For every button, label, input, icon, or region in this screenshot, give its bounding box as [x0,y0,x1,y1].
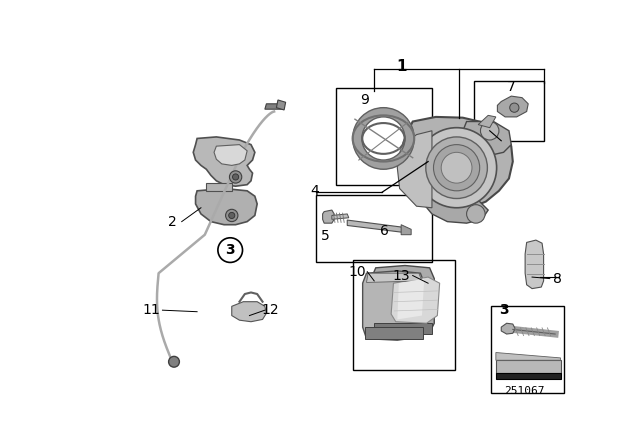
Polygon shape [496,360,561,373]
Polygon shape [206,183,232,191]
Polygon shape [460,121,511,155]
Polygon shape [323,210,334,223]
Circle shape [232,174,239,180]
Polygon shape [196,189,257,225]
Polygon shape [365,327,422,339]
Text: 7: 7 [507,80,516,94]
Bar [474,81,543,141]
Polygon shape [424,195,488,223]
Text: 9: 9 [360,93,369,107]
Circle shape [218,238,243,263]
Circle shape [467,205,485,223]
Circle shape [481,121,499,140]
Text: 1: 1 [396,59,406,74]
Polygon shape [332,214,349,220]
Polygon shape [371,266,435,336]
Polygon shape [265,104,284,109]
Text: 4: 4 [310,184,319,198]
Bar [316,195,432,263]
Polygon shape [497,96,528,117]
Wedge shape [353,108,414,169]
Polygon shape [399,117,513,210]
Text: 10: 10 [348,265,366,279]
Circle shape [441,152,472,183]
Bar [353,260,455,370]
Text: 251067: 251067 [504,386,545,396]
Circle shape [228,212,235,219]
Polygon shape [232,302,266,322]
Circle shape [168,356,179,367]
Polygon shape [276,100,285,110]
Polygon shape [391,277,440,323]
Circle shape [426,137,488,198]
Polygon shape [397,279,424,319]
Polygon shape [401,225,411,235]
Bar [336,88,432,185]
Circle shape [230,171,242,183]
Text: 8: 8 [553,271,562,286]
Text: 2: 2 [168,215,177,228]
Polygon shape [363,271,424,340]
Polygon shape [348,220,403,233]
Polygon shape [193,137,255,186]
Circle shape [417,128,497,208]
Text: 12: 12 [261,303,279,317]
Polygon shape [214,145,247,165]
Circle shape [509,103,519,112]
Text: 11: 11 [142,303,160,317]
Bar [492,306,564,392]
Text: 5: 5 [321,229,330,243]
Polygon shape [374,323,432,334]
Text: 3: 3 [499,303,509,317]
Polygon shape [397,131,432,208]
Circle shape [225,209,238,222]
Polygon shape [496,353,561,360]
Polygon shape [367,273,422,282]
Polygon shape [525,240,543,289]
Circle shape [433,145,480,191]
Polygon shape [501,323,515,334]
Text: 6: 6 [380,224,388,238]
Text: 13: 13 [392,268,410,283]
Text: 3: 3 [225,243,235,257]
Polygon shape [496,373,561,379]
Polygon shape [478,116,496,128]
